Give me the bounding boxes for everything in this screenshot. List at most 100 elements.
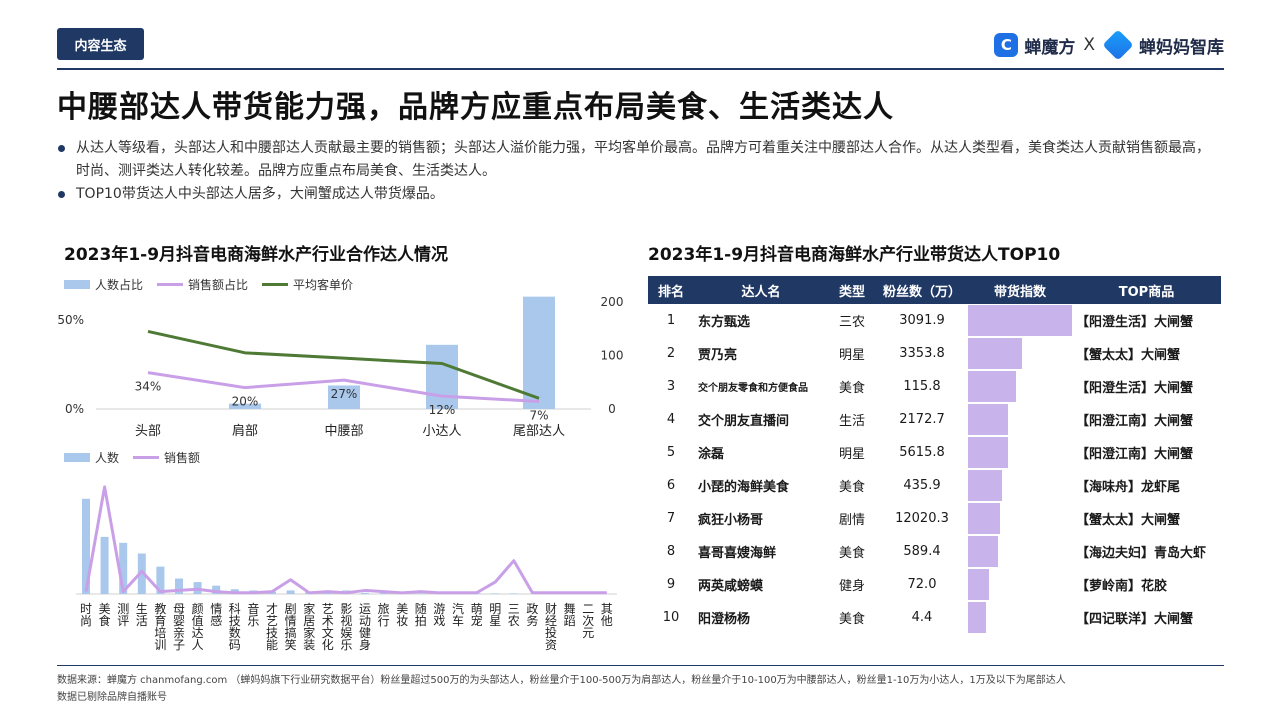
table-row: 7 疯狂小杨哥 剧情 12020.3 【蟹太太】大闸蟹 — [648, 502, 1221, 535]
cell-product: 【四记联洋】大闸蟹 — [1076, 612, 1194, 627]
y-tick-left: 50% — [57, 313, 84, 327]
x-tick-label: 生活 — [136, 602, 148, 628]
cell-name: 贾乃亮 — [698, 348, 738, 363]
legend-item-price: 平均客单价 — [262, 276, 353, 293]
bar-count — [491, 593, 500, 594]
top10-table: 排名 达人名 类型 粉丝数（万） 带货指数 TOP商品 1 东方甄选 三农 3091.… — [648, 276, 1221, 634]
index-bar — [968, 437, 1008, 468]
bar-ratio — [328, 385, 360, 409]
right-table-title: 2023年1-9月抖音电商海鲜水产行业带货达人TOP10 — [648, 245, 1061, 265]
table-row: 8 喜哥喜嫂海鲜 美食 589.4 【海边夫妇】青岛大虾 — [648, 535, 1221, 568]
chanmama-logo-icon — [1102, 29, 1134, 61]
table-row: 2 贾乃亮 明星 3353.8 【蟹太太】大闸蟹 — [648, 337, 1221, 370]
legend-swatch — [64, 453, 90, 462]
cell-rank: 6 — [666, 478, 676, 493]
x-tick-label: 肩部 — [232, 423, 258, 439]
col-fans: 粉丝数（万） — [876, 276, 968, 304]
x-tick-label: 影视娱乐 — [340, 602, 352, 652]
index-bar — [968, 338, 1023, 369]
cell-fans: 4.4 — [911, 610, 933, 625]
cell-type: 美食 — [838, 381, 865, 396]
cell-fans: 3353.8 — [899, 346, 945, 361]
source-note: 数据来源：蝉魔方 chanmofang.com （蝉妈妈旗下行业研究数据平台）粉… — [57, 672, 1066, 706]
table-body: 1 东方甄选 三农 3091.9 【阳澄生活】大闸蟹 2 贾乃亮 明星 3353.8 【蟹太太】大… — [648, 304, 1221, 634]
line-price — [147, 329, 540, 400]
cell-fans: 3091.9 — [899, 313, 945, 328]
bar-count — [379, 592, 388, 594]
cell-index — [968, 370, 1072, 403]
left-chart-title: 2023年1-9月抖音电商海鲜水产行业合作达人情况 — [64, 245, 449, 265]
bar-count — [137, 553, 146, 594]
chart1-legend: 人数占比 销售额占比 平均客单价 — [64, 276, 367, 293]
bar-count — [82, 498, 90, 594]
cell-rank: 7 — [666, 511, 676, 526]
x-tick-label: 颜值达人 — [192, 601, 204, 652]
data-label: 12% — [429, 403, 456, 417]
cell-index — [968, 403, 1072, 436]
x-tick-label: 随拍 — [415, 601, 427, 628]
x-tick-label: 游戏 — [433, 602, 445, 628]
cell-product: 【海味舟】龙虾尾 — [1076, 480, 1181, 495]
x-tick-label: 财经投资 — [545, 602, 557, 652]
brand-right: 蝉妈妈智库 — [1139, 37, 1224, 58]
data-label: 7% — [529, 409, 548, 423]
cell-index — [968, 436, 1072, 469]
index-bar — [968, 536, 999, 567]
brand-logos: C 蝉魔方 X 蝉妈妈智库 — [994, 29, 1224, 61]
legend-item-sales: 销售额占比 — [157, 276, 248, 293]
table-row: 9 两英咸螃蟆 健身 72.0 【萝岭南】花胶 — [648, 568, 1221, 601]
bullet-2: TOP10带货达人中头部达人居多，大闸蟹成达人带货爆品。 — [57, 183, 1217, 206]
x-tick-label: 才艺技能 — [266, 602, 278, 652]
x-tick-label: 剧情搞笑 — [285, 602, 297, 652]
cell-rank: 10 — [662, 610, 680, 625]
legend-swatch — [157, 283, 184, 286]
cell-type: 生活 — [838, 414, 865, 429]
line-revenue — [84, 485, 607, 595]
cell-fans: 115.8 — [903, 379, 941, 394]
bar-ratio — [523, 296, 555, 409]
cell-name: 交个朋友直播间 — [698, 414, 790, 429]
cell-type: 明星 — [838, 447, 865, 462]
x-tick-label: 汽车 — [452, 601, 464, 628]
cell-name: 涂磊 — [698, 447, 725, 462]
data-label: 34% — [135, 380, 162, 394]
brand-separator: X — [1083, 35, 1095, 55]
cell-product: 【蟹太太】大闸蟹 — [1076, 513, 1181, 528]
x-tick-label: 教育培训 — [154, 601, 166, 652]
bar-count — [212, 585, 221, 594]
index-bar — [968, 470, 1003, 501]
x-tick-label: 中腰部 — [324, 424, 363, 439]
cell-index — [968, 568, 1072, 601]
col-rank: 排名 — [648, 276, 694, 304]
legend-swatch — [133, 456, 160, 459]
cell-product: 【海边夫妇】青岛大虾 — [1076, 546, 1207, 561]
col-product: TOP商品 — [1072, 276, 1221, 304]
index-bar — [968, 569, 989, 600]
cell-product: 【阳澄生活】大闸蟹 — [1076, 381, 1194, 396]
cell-type: 美食 — [838, 612, 865, 627]
y-tick-left: 0% — [65, 402, 84, 416]
cell-fans: 72.0 — [907, 577, 937, 592]
x-tick-label: 头部 — [135, 424, 161, 439]
cell-index — [968, 304, 1072, 337]
legend-swatch — [262, 283, 289, 286]
legend-item-count: 人数 — [64, 449, 119, 466]
cell-product: 【阳澄江南】大闸蟹 — [1076, 414, 1194, 429]
bar-count — [175, 578, 183, 594]
x-tick-label: 测评 — [117, 602, 129, 628]
x-tick-label: 舞蹈 — [564, 602, 576, 628]
cell-name: 疯狂小杨哥 — [698, 513, 764, 528]
cell-index — [968, 469, 1072, 502]
legend-label: 人数占比 — [95, 278, 144, 292]
y-tick-right: 100 — [601, 349, 624, 363]
bar-count — [100, 536, 109, 594]
y-tick-right: 0 — [608, 402, 616, 416]
index-bar — [968, 404, 1008, 435]
x-tick-label: 二次元 — [582, 602, 594, 640]
table-row: 10 阳澄杨杨 美食 4.4 【四记联洋】大闸蟹 — [648, 601, 1221, 634]
cell-product: 【阳澄江南】大闸蟹 — [1076, 447, 1194, 462]
x-tick-label: 旅行 — [378, 602, 390, 628]
index-bar — [968, 371, 1016, 402]
cell-type: 剧情 — [838, 513, 865, 528]
bar-ratio — [229, 403, 261, 409]
